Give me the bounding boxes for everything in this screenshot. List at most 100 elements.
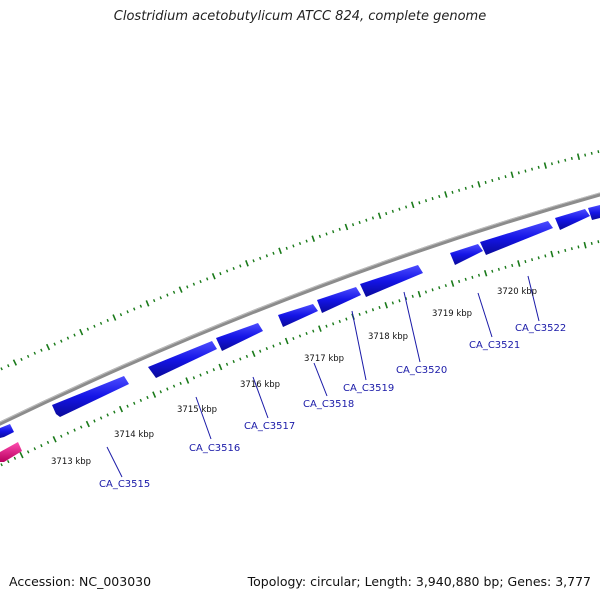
minor-tick: [597, 150, 600, 154]
minor-tick: [590, 151, 593, 155]
tick-label: 3714 kbp: [114, 430, 154, 440]
major-tick: [118, 405, 124, 413]
minor-tick: [305, 331, 308, 336]
gene-arrow[interactable]: [317, 287, 361, 313]
minor-tick: [537, 256, 540, 260]
gene-arrow[interactable]: [480, 221, 553, 255]
minor-tick: [292, 336, 295, 341]
major-tick: [278, 247, 282, 255]
gene-arrow[interactable]: [0, 442, 22, 462]
minor-tick: [73, 428, 76, 432]
minor-tick: [471, 275, 474, 279]
gene-label[interactable]: CA_C3521: [469, 340, 520, 351]
gene-labels: CA_C3515 CA_C3516 CA_C3517 CA_C3518 CA_C…: [99, 323, 566, 490]
major-tick: [251, 350, 256, 358]
minor-tick: [99, 416, 103, 420]
gene-arrow[interactable]: [148, 341, 217, 378]
tick-label: 3713 kbp: [51, 457, 91, 467]
minor-tick: [66, 336, 70, 340]
minor-tick: [265, 347, 269, 351]
minor-tick: [564, 248, 567, 252]
minor-tick: [570, 156, 573, 160]
gene-leader-lines: [106, 275, 540, 478]
minor-tick: [199, 280, 202, 284]
gene-arrow[interactable]: [52, 376, 129, 417]
major-tick: [185, 377, 190, 384]
gene-label[interactable]: CA_C3516: [189, 443, 240, 454]
gene-label[interactable]: CA_C3518: [303, 399, 354, 410]
minor-tick: [458, 188, 461, 192]
gene-label[interactable]: CA_C3519: [343, 383, 394, 394]
minor-tick: [133, 401, 136, 405]
gene-label[interactable]: CA_C3520: [396, 365, 447, 376]
major-tick: [517, 260, 521, 267]
minor-tick: [53, 342, 56, 346]
gene-arrow[interactable]: [0, 424, 14, 438]
major-tick: [477, 181, 481, 188]
minor-tick: [7, 364, 10, 368]
minor-tick: [33, 351, 37, 355]
gene-label[interactable]: CA_C3522: [515, 323, 566, 334]
minor-tick: [405, 205, 408, 209]
minor-tick: [524, 260, 527, 264]
minor-tick: [544, 254, 547, 258]
genome-summary-text: Topology: circular; Length: 3,940,880 bp…: [247, 574, 591, 589]
minor-tick: [338, 319, 341, 324]
minor-tick: [259, 256, 262, 260]
minor-tick: [212, 368, 215, 372]
minor-tick: [225, 269, 229, 273]
minor-tick: [272, 251, 275, 255]
major-tick: [45, 343, 51, 351]
major-tick: [377, 212, 382, 220]
major-tick: [576, 153, 581, 160]
minor-tick: [139, 304, 143, 308]
minor-tick: [398, 207, 401, 211]
tick-labels: 3713 kbp 3714 kbp 3715 kbp 3716 kbp 3717…: [51, 287, 537, 467]
minor-tick: [391, 301, 394, 305]
gene-arrow[interactable]: [216, 323, 263, 351]
inner-tick-ring: [0, 240, 600, 467]
gene-arrow[interactable]: [278, 304, 318, 327]
minor-tick: [371, 308, 375, 312]
minor-tick: [318, 234, 322, 238]
minor-tick: [93, 324, 96, 328]
minor-tick: [325, 324, 328, 328]
minor-tick: [550, 162, 553, 166]
minor-tick: [265, 254, 268, 258]
minor-tick: [225, 362, 229, 366]
minor-tick: [424, 290, 428, 294]
minor-tick: [590, 241, 593, 245]
minor-tick: [351, 223, 355, 227]
gene-arrow[interactable]: [360, 265, 423, 297]
minor-tick: [86, 327, 90, 331]
gene-arrow[interactable]: [555, 209, 590, 230]
minor-tick: [531, 167, 534, 171]
minor-tick: [471, 184, 474, 188]
minor-tick: [166, 387, 169, 391]
minor-tick: [338, 227, 341, 231]
major-tick: [284, 337, 289, 345]
minor-tick: [199, 373, 202, 377]
minor-tick: [517, 171, 520, 175]
minor-tick: [292, 244, 295, 248]
major-tick: [218, 363, 223, 371]
minor-tick: [570, 247, 573, 251]
minor-tick: [13, 456, 17, 460]
minor-tick: [418, 201, 421, 205]
minor-tick: [259, 349, 262, 353]
minor-tick: [358, 220, 361, 225]
minor-tick: [464, 277, 467, 281]
minor-tick: [206, 277, 209, 281]
tick-label: 3717 kbp: [304, 354, 344, 364]
gene-label[interactable]: CA_C3515: [99, 479, 150, 490]
accession-text: Accession: NC_003030: [9, 574, 152, 589]
gene-arrow[interactable]: [450, 244, 483, 265]
minor-tick: [33, 447, 37, 451]
minor-tick: [464, 186, 467, 190]
major-tick: [245, 260, 249, 267]
gene-label[interactable]: CA_C3517: [244, 421, 295, 432]
minor-tick: [40, 348, 43, 352]
gene-arrow[interactable]: [588, 205, 600, 220]
minor-tick: [239, 357, 242, 361]
minor-tick: [431, 288, 434, 292]
